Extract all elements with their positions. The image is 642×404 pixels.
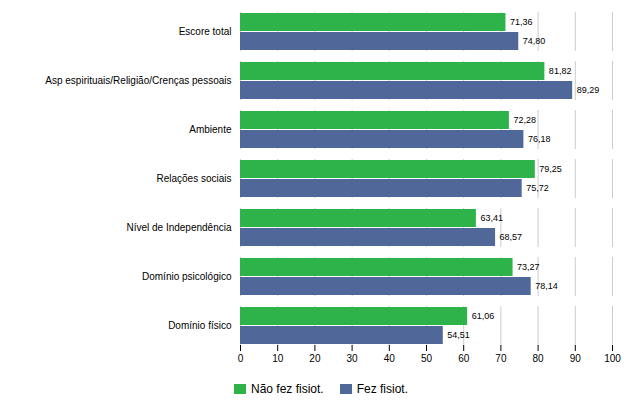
svg-text:76,18: 76,18 xyxy=(528,134,551,144)
svg-text:71,36: 71,36 xyxy=(510,17,533,27)
svg-text:Nível de Independência: Nível de Independência xyxy=(126,222,232,233)
svg-text:74,80: 74,80 xyxy=(523,36,546,46)
svg-text:80: 80 xyxy=(533,353,545,364)
svg-text:Escore total: Escore total xyxy=(179,26,232,37)
svg-text:78,14: 78,14 xyxy=(535,281,558,291)
svg-text:Domínio psicológico: Domínio psicológico xyxy=(142,271,232,282)
svg-text:54,51: 54,51 xyxy=(447,330,470,340)
svg-text:60: 60 xyxy=(458,353,470,364)
svg-text:79,25: 79,25 xyxy=(539,164,562,174)
svg-text:61,06: 61,06 xyxy=(472,311,495,321)
svg-text:72,28: 72,28 xyxy=(513,115,536,125)
svg-text:Domínio físico: Domínio físico xyxy=(168,320,232,331)
svg-text:81,82: 81,82 xyxy=(549,66,572,76)
svg-text:Asp espirituais/Religião/Crenç: Asp espirituais/Religião/Crenças pessoai… xyxy=(45,75,231,86)
svg-text:89,29: 89,29 xyxy=(577,85,600,95)
svg-text:70: 70 xyxy=(495,353,507,364)
svg-text:63,41: 63,41 xyxy=(480,213,503,223)
html-text:Fez fisiot.: Fez fisiot. xyxy=(356,382,408,396)
svg-text:40: 40 xyxy=(384,353,396,364)
svg-text:90: 90 xyxy=(570,353,582,364)
svg-text:Ambiente: Ambiente xyxy=(189,124,232,135)
svg-text:30: 30 xyxy=(347,353,359,364)
svg-text:0: 0 xyxy=(238,353,244,364)
svg-text:100: 100 xyxy=(604,353,621,364)
svg-text:73,27: 73,27 xyxy=(517,262,540,272)
svg-text:10: 10 xyxy=(272,353,284,364)
html-text:Não fez fisiot.: Não fez fisiot. xyxy=(251,382,324,396)
svg-text:50: 50 xyxy=(421,353,433,364)
svg-text:Relações sociais: Relações sociais xyxy=(156,173,231,184)
svg-text:68,57: 68,57 xyxy=(500,232,523,242)
svg-text:20: 20 xyxy=(309,353,321,364)
svg-text:75,72: 75,72 xyxy=(526,183,549,193)
